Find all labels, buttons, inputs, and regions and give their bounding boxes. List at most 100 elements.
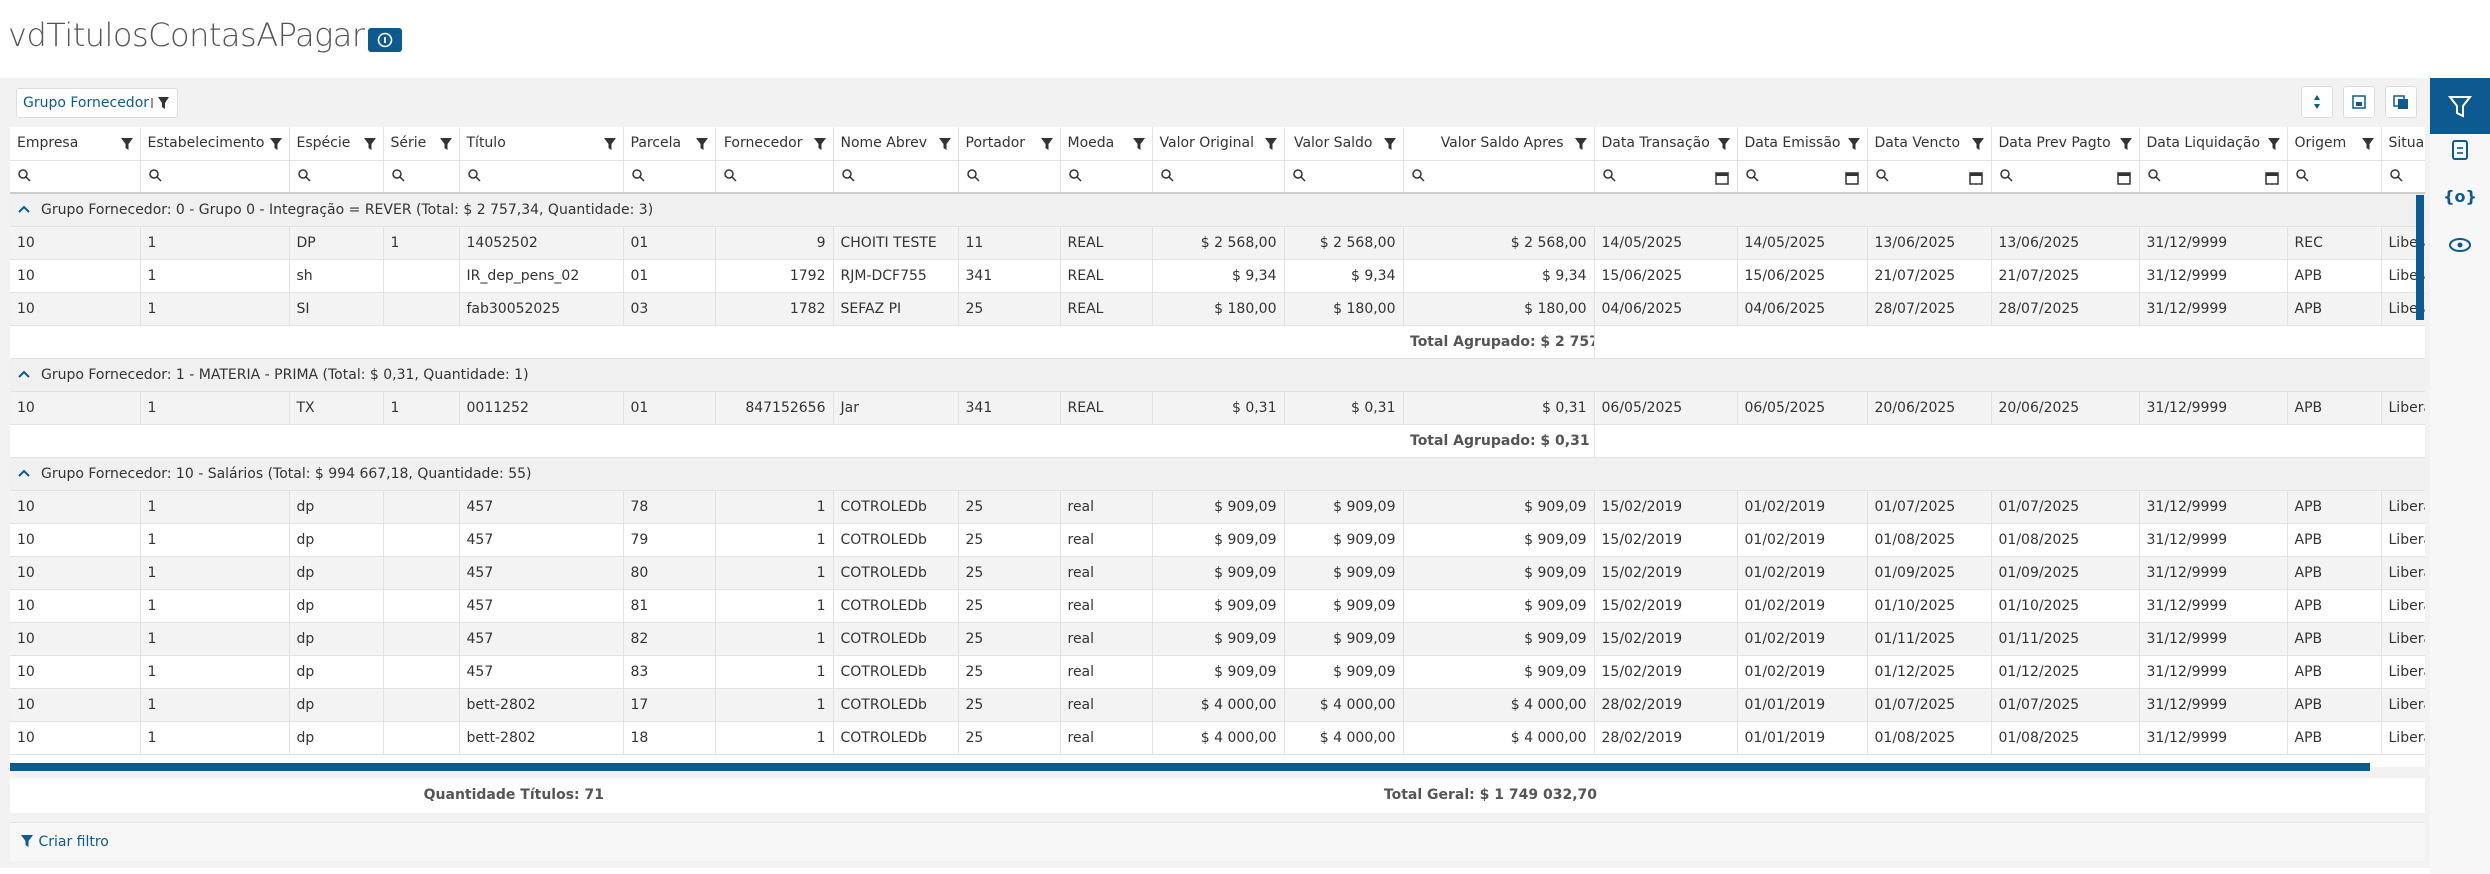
search-icon[interactable]: [2147, 168, 2161, 182]
column-filter-icon[interactable]: [439, 137, 453, 151]
vertical-scrollbar[interactable]: [2416, 195, 2424, 320]
cell: 25: [958, 490, 1061, 524]
group-header: Grupo Fornecedor: 10 - Salários (Total: …: [10, 457, 2425, 491]
column-filter-icon[interactable]: [2119, 137, 2133, 151]
column-filter-icon[interactable]: [603, 137, 617, 151]
column-filter-icon[interactable]: [2267, 137, 2281, 151]
column-filter-icon[interactable]: [2361, 137, 2375, 151]
search-icon[interactable]: [1411, 168, 1425, 182]
column-filter-icon[interactable]: [813, 137, 827, 151]
group-total-spacer: [1594, 325, 2425, 359]
group-chip-label: Grupo Fornecedor: [23, 95, 150, 111]
info-button[interactable]: [368, 28, 402, 52]
column-filter-icon[interactable]: [1971, 137, 1985, 151]
cell: 10: [10, 292, 141, 326]
search-icon[interactable]: [631, 168, 645, 182]
search-icon[interactable]: [297, 168, 311, 182]
filter-bar: Criar filtro: [10, 822, 2425, 861]
data-row: 10 1 dp 457 83 1 COTROLEDb 25 real $ 909,09 $ 909,…: [10, 655, 2425, 689]
column-header: Estabelecimento: [140, 127, 290, 161]
cell: $ 909,09: [1284, 523, 1404, 557]
column-filter-icon[interactable]: [1264, 137, 1278, 151]
cell: 01/02/2019: [1737, 589, 1868, 623]
cell: Libera: [2381, 589, 2425, 623]
collapse-icon[interactable]: [17, 369, 31, 379]
cell: SEFAZ PI: [833, 292, 959, 326]
column-filter-icon[interactable]: [1132, 137, 1146, 151]
group-chip[interactable]: Grupo Fornecedor: [16, 88, 179, 118]
column-filter-icon[interactable]: [1847, 137, 1861, 151]
collapse-icon[interactable]: [17, 468, 31, 478]
column-filter-icon[interactable]: [1717, 137, 1731, 151]
search-icon[interactable]: [1999, 168, 2013, 182]
column-filter-icon[interactable]: [1574, 137, 1588, 151]
cell: 10: [10, 490, 141, 524]
data-grid: Empresa Estabelecimento Espécie Série Título…: [10, 127, 2425, 767]
column-header: Situaç: [2381, 127, 2425, 161]
cell: APB: [2287, 391, 2382, 425]
cell: $ 909,09: [1403, 556, 1595, 590]
search-icon[interactable]: [1875, 168, 1889, 182]
column-filter-icon[interactable]: [938, 137, 952, 151]
search-icon[interactable]: [148, 168, 162, 182]
calendar-icon[interactable]: [1968, 171, 1983, 185]
search-icon[interactable]: [391, 168, 405, 182]
save-button[interactable]: [2343, 86, 2375, 118]
search-icon[interactable]: [1068, 168, 1082, 182]
search-icon[interactable]: [1160, 168, 1174, 182]
cell: 341: [958, 259, 1061, 293]
search-icon[interactable]: [2389, 168, 2403, 182]
column-filter-icon[interactable]: [269, 137, 283, 151]
column-header: Parcela: [623, 127, 716, 161]
cell: 01/01/2019: [1737, 721, 1868, 755]
search-icon[interactable]: [1602, 168, 1616, 182]
horizontal-scrollbar[interactable]: [10, 763, 2370, 771]
cell: REAL: [1060, 391, 1153, 425]
cell: 21/07/2025: [1991, 259, 2140, 293]
calendar-icon[interactable]: [1714, 171, 1729, 185]
search-icon[interactable]: [1292, 168, 1306, 182]
search-icon[interactable]: [467, 168, 481, 182]
column-filter-icon[interactable]: [1040, 137, 1054, 151]
cell: Libera: [2381, 721, 2425, 755]
data-row: 10 1 dp 457 79 1 COTROLEDb 25 real $ 909,09 $ 909,…: [10, 523, 2425, 557]
group-row: Grupo Fornecedor: 0 - Grupo 0 - Integraç…: [10, 193, 2425, 227]
cell: dp: [289, 721, 384, 755]
group-total: Total Agrupado: $ 2 757,34: [1403, 325, 1595, 359]
cell: 01/02/2019: [1737, 523, 1868, 557]
calendar-icon[interactable]: [2116, 171, 2131, 185]
search-icon[interactable]: [966, 168, 980, 182]
column-filter-icon[interactable]: [120, 137, 134, 151]
cell: COTROLEDb: [833, 655, 959, 689]
filter-cell: [2381, 160, 2425, 194]
search-icon[interactable]: [2295, 168, 2309, 182]
column-header-label: Data Liquidação: [2146, 135, 2261, 152]
column-filter-icon[interactable]: [1383, 137, 1397, 151]
create-filter-link[interactable]: Criar filtro: [10, 834, 109, 850]
column-filter-icon[interactable]: [363, 137, 377, 151]
cell: $ 0,31: [1403, 391, 1595, 425]
collapse-icon[interactable]: [17, 204, 31, 214]
cell: 25: [958, 721, 1061, 755]
cell: 28/02/2019: [1594, 688, 1738, 722]
sort-button[interactable]: [2301, 86, 2333, 118]
cell: 1: [140, 655, 290, 689]
cell: $ 4 000,00: [1403, 688, 1595, 722]
cell: 13/06/2025: [1867, 226, 1992, 260]
cell: REC: [2287, 226, 2382, 260]
column-filter-icon[interactable]: [695, 137, 709, 151]
search-icon[interactable]: [841, 168, 855, 182]
search-icon[interactable]: [17, 168, 31, 182]
search-icon[interactable]: [1745, 168, 1759, 182]
calendar-icon[interactable]: [2264, 171, 2279, 185]
export-button[interactable]: [2385, 86, 2417, 118]
data-row: 10 1 dp 457 81 1 COTROLEDb 25 real $ 909,09 $ 909,…: [10, 589, 2425, 623]
data-row: 10 1 DP 1 14052502 01 9 CHOITI TESTE 11 REAL $ 2 5…: [10, 226, 2425, 260]
search-icon[interactable]: [723, 168, 737, 182]
cell: 25: [958, 523, 1061, 557]
cell: 25: [958, 589, 1061, 623]
group-total-spacer: [10, 424, 1403, 458]
calendar-icon[interactable]: [1844, 171, 1859, 185]
cell: 17: [623, 688, 716, 722]
filter-cell: [1991, 160, 2140, 194]
